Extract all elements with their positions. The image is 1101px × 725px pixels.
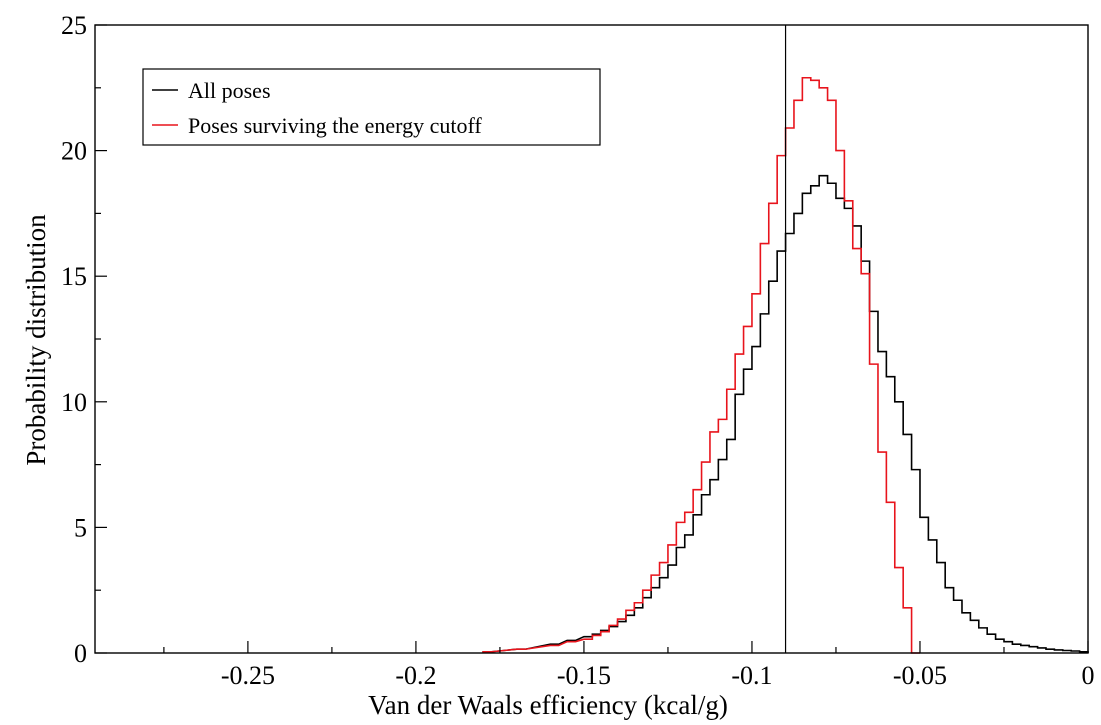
x-tick-label: -0.15 [557,661,611,690]
legend-label-surviving-poses: Poses surviving the energy cutoff [188,113,482,138]
legend: All poses Poses surviving the energy cut… [142,68,601,146]
axes: -0.25 -0.2 -0.15 -0.1 -0.05 0 0 5 10 15 20 25 [61,11,1095,690]
y-tick-label: 10 [61,388,87,417]
series-1-step-line [482,76,920,654]
series-0-step-line [482,174,1089,653]
legend-box [142,68,601,146]
y-tick-label: 25 [61,11,87,40]
y-tick-label: 20 [61,137,87,166]
x-tick-label: 0 [1082,661,1095,690]
y-tick-label: 15 [61,262,87,291]
plot-area [482,25,1089,654]
x-tick-label: -0.2 [395,661,436,690]
x-tick-label: -0.1 [731,661,772,690]
y-tick-label: 0 [74,639,87,668]
x-tick-label: -0.05 [893,661,947,690]
legend-label-all-poses: All poses [188,78,271,103]
x-axis-label: Van der Waals efficiency (kcal/g) [368,690,728,720]
y-axis-label: Probability distribution [21,214,51,466]
y-tick-label: 5 [74,513,87,542]
x-tick-label: -0.25 [221,661,275,690]
